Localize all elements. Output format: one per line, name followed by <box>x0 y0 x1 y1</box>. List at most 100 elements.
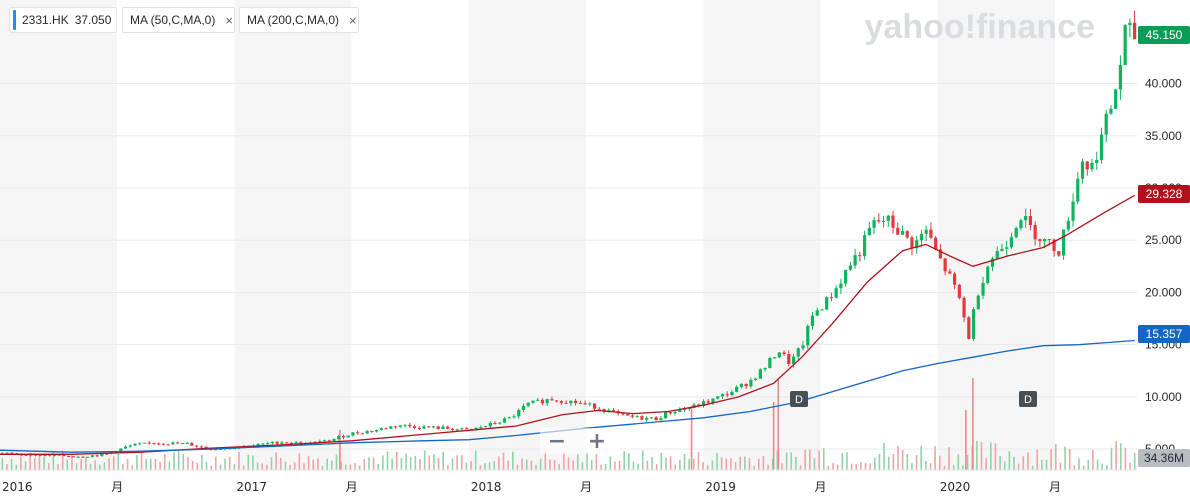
candle-body <box>104 453 109 455</box>
x-tick-label: 月 <box>815 480 827 494</box>
zoom-out-button[interactable]: − <box>548 429 566 454</box>
volume-bar <box>423 450 426 470</box>
candle-body <box>986 266 990 283</box>
volume-bar <box>994 443 997 470</box>
volume-bar <box>201 455 203 470</box>
candle-body <box>564 402 568 404</box>
volume-bar <box>1078 458 1080 470</box>
candle-body <box>5 452 9 454</box>
volume-bar <box>776 450 779 470</box>
candle-body <box>953 273 957 285</box>
candle-body <box>891 215 895 228</box>
volume-bar <box>688 458 690 470</box>
period-band <box>234 0 352 470</box>
candle-body <box>678 409 682 413</box>
volume-bar <box>976 440 978 470</box>
volume-bar <box>915 455 918 470</box>
candle-body <box>332 438 336 442</box>
candle-body <box>1123 25 1127 66</box>
ma50-chip[interactable]: MA (50,C,MA,0) × <box>122 7 235 33</box>
volume-bar <box>525 459 528 470</box>
volume-bar <box>641 450 644 470</box>
event-marker-2[interactable]: D <box>1019 391 1037 407</box>
candle-body <box>810 315 815 326</box>
volume-bar <box>266 464 268 470</box>
volume-bar <box>140 450 143 470</box>
zoom-in-button[interactable]: + <box>588 429 606 454</box>
candle-body <box>1052 239 1056 252</box>
volume-bar <box>990 442 992 470</box>
volume-bar <box>447 465 449 470</box>
candle-body <box>375 429 379 432</box>
volume-bar <box>61 450 64 470</box>
volume-bar <box>683 453 686 470</box>
volume-bar <box>818 450 820 470</box>
volume-bar <box>470 460 472 470</box>
volume-bar <box>1115 441 1117 470</box>
volume-bar <box>980 441 983 470</box>
event-marker-1[interactable]: D <box>790 391 808 407</box>
volume-bar <box>966 454 969 470</box>
candle-body <box>389 426 393 429</box>
candle-body <box>862 235 867 257</box>
candle-body <box>687 408 691 410</box>
volume-bar <box>957 454 960 470</box>
candle-body <box>1043 239 1047 242</box>
candle-body <box>351 432 355 436</box>
volume-bar <box>1092 450 1094 470</box>
candle-body <box>261 443 265 445</box>
volume-bar <box>256 462 259 470</box>
candle-body <box>905 231 909 238</box>
volume-bar <box>646 460 649 470</box>
volume-bar <box>841 453 844 470</box>
volume-bar <box>911 463 913 470</box>
candle-body <box>772 357 777 359</box>
grid-lines <box>0 83 1137 450</box>
y-tick-label: 25.000 <box>1145 233 1182 247</box>
volume-bar <box>307 456 310 470</box>
candle-body <box>161 443 166 445</box>
volume-bar <box>252 455 254 470</box>
ma200-chip[interactable]: MA (200,C,MA,0) × <box>239 7 359 33</box>
close-icon[interactable]: × <box>349 12 357 28</box>
candle-body <box>133 444 137 446</box>
volume-bar <box>1082 465 1085 470</box>
watermark: yahoo!finance <box>865 8 1095 46</box>
volume-bar <box>363 458 366 470</box>
symbol-chip[interactable]: 2331.HK 37.050 <box>9 7 117 33</box>
candle-body <box>455 429 459 431</box>
candle-body <box>38 454 42 456</box>
volume-bar <box>637 463 639 470</box>
volume-bar <box>1027 452 1029 470</box>
candle-body <box>583 403 587 405</box>
volume-bar <box>943 465 946 470</box>
candle-body <box>673 412 677 414</box>
volume-bar <box>934 446 936 470</box>
candle-body <box>81 456 85 458</box>
volume-bar <box>1003 461 1006 470</box>
candle-body <box>180 443 184 445</box>
volume-bar <box>173 452 175 470</box>
volume-bar <box>24 461 27 470</box>
candle-body <box>62 454 66 457</box>
candle-body <box>270 441 275 444</box>
close-icon[interactable]: × <box>225 12 233 28</box>
candle-body <box>152 442 156 444</box>
x-tick-label: 月 <box>346 480 358 494</box>
volume-bar <box>293 462 296 470</box>
candle-body <box>483 426 488 428</box>
candle-body <box>100 453 104 457</box>
candle-body <box>806 325 810 346</box>
candle-body <box>1104 113 1108 135</box>
volume-bar <box>878 454 881 470</box>
candle-body <box>1099 134 1104 160</box>
candle-body <box>446 426 450 429</box>
volume-bar <box>437 457 440 470</box>
volume-bar <box>196 462 199 470</box>
candle-body <box>962 297 966 318</box>
candle-body <box>176 442 180 444</box>
candle-body <box>86 456 90 458</box>
candle-body <box>24 454 28 456</box>
volume-bar <box>595 453 598 470</box>
